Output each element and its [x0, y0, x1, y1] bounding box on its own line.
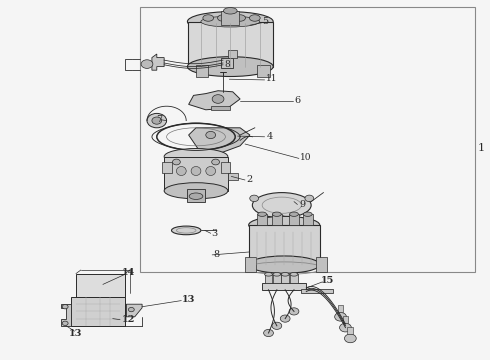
Ellipse shape [303, 212, 312, 216]
Circle shape [212, 159, 220, 165]
Bar [221, 11, 239, 25]
Ellipse shape [223, 8, 237, 14]
Ellipse shape [290, 212, 298, 216]
Bar [249, 225, 320, 265]
Bar [301, 289, 333, 293]
Ellipse shape [203, 15, 214, 21]
Ellipse shape [272, 212, 281, 216]
Text: 6: 6 [294, 96, 300, 105]
Ellipse shape [206, 166, 216, 176]
Circle shape [305, 195, 314, 202]
Polygon shape [189, 128, 250, 153]
Text: 15: 15 [321, 276, 334, 285]
Bar [71, 297, 125, 326]
Bar [196, 65, 208, 77]
Ellipse shape [164, 183, 228, 199]
Ellipse shape [252, 193, 311, 218]
Circle shape [212, 95, 224, 103]
Bar [343, 316, 348, 323]
Ellipse shape [249, 15, 260, 21]
Circle shape [344, 334, 356, 343]
Circle shape [147, 113, 167, 128]
Text: 8: 8 [213, 251, 220, 259]
Bar [220, 162, 230, 173]
Bar [273, 274, 281, 283]
Bar [338, 305, 343, 312]
Bar [257, 214, 267, 225]
Text: 5: 5 [263, 17, 269, 26]
Text: 2: 2 [246, 175, 253, 184]
Ellipse shape [235, 15, 245, 21]
Text: 1: 1 [478, 143, 485, 153]
Circle shape [152, 117, 162, 124]
Ellipse shape [191, 166, 201, 176]
Circle shape [172, 159, 180, 165]
Bar [265, 274, 272, 283]
Ellipse shape [265, 273, 272, 276]
Ellipse shape [218, 15, 228, 21]
Text: 8: 8 [224, 60, 230, 69]
Circle shape [340, 323, 351, 332]
Ellipse shape [189, 193, 203, 199]
Ellipse shape [187, 57, 273, 77]
Ellipse shape [290, 273, 298, 276]
Circle shape [335, 312, 346, 321]
Bar [162, 162, 172, 173]
Bar [257, 65, 270, 77]
Circle shape [272, 322, 282, 329]
Ellipse shape [258, 212, 267, 216]
Text: 4: 4 [267, 132, 273, 141]
Circle shape [264, 329, 273, 337]
Bar [211, 106, 230, 110]
Bar [187, 189, 205, 202]
Bar [316, 257, 327, 272]
Circle shape [289, 308, 299, 315]
Text: 3: 3 [212, 229, 218, 238]
Circle shape [280, 315, 290, 322]
Circle shape [62, 305, 68, 309]
Polygon shape [126, 304, 142, 317]
Text: 13: 13 [69, 328, 82, 338]
Ellipse shape [248, 216, 319, 234]
Bar [272, 214, 282, 225]
Ellipse shape [172, 226, 201, 235]
Polygon shape [189, 91, 240, 110]
Text: 11: 11 [266, 74, 277, 83]
Text: 14: 14 [122, 269, 135, 277]
Bar [76, 274, 125, 297]
Text: 7: 7 [156, 115, 162, 125]
Ellipse shape [201, 16, 260, 27]
Bar [245, 257, 256, 272]
Polygon shape [61, 304, 71, 326]
Ellipse shape [164, 149, 228, 165]
Bar [289, 214, 299, 225]
Bar [303, 214, 313, 225]
Circle shape [62, 321, 68, 325]
Bar [220, 58, 233, 68]
Bar [290, 274, 298, 283]
Text: 9: 9 [299, 200, 305, 209]
Bar [262, 283, 306, 290]
Ellipse shape [281, 273, 289, 276]
Circle shape [277, 216, 286, 222]
Circle shape [250, 195, 259, 202]
Bar [281, 274, 289, 283]
Ellipse shape [176, 166, 186, 176]
Ellipse shape [273, 273, 281, 276]
Text: 13: 13 [182, 295, 196, 304]
Bar [140, 7, 475, 272]
Circle shape [141, 60, 153, 68]
Circle shape [206, 131, 216, 139]
Text: 12: 12 [122, 315, 135, 324]
Bar [228, 173, 238, 180]
Ellipse shape [187, 12, 273, 32]
Circle shape [128, 307, 134, 312]
Bar [188, 22, 273, 67]
Bar [164, 157, 228, 191]
Polygon shape [152, 54, 164, 70]
Bar [228, 50, 237, 58]
Text: 10: 10 [300, 153, 312, 162]
Bar [347, 327, 353, 334]
Ellipse shape [248, 256, 319, 273]
